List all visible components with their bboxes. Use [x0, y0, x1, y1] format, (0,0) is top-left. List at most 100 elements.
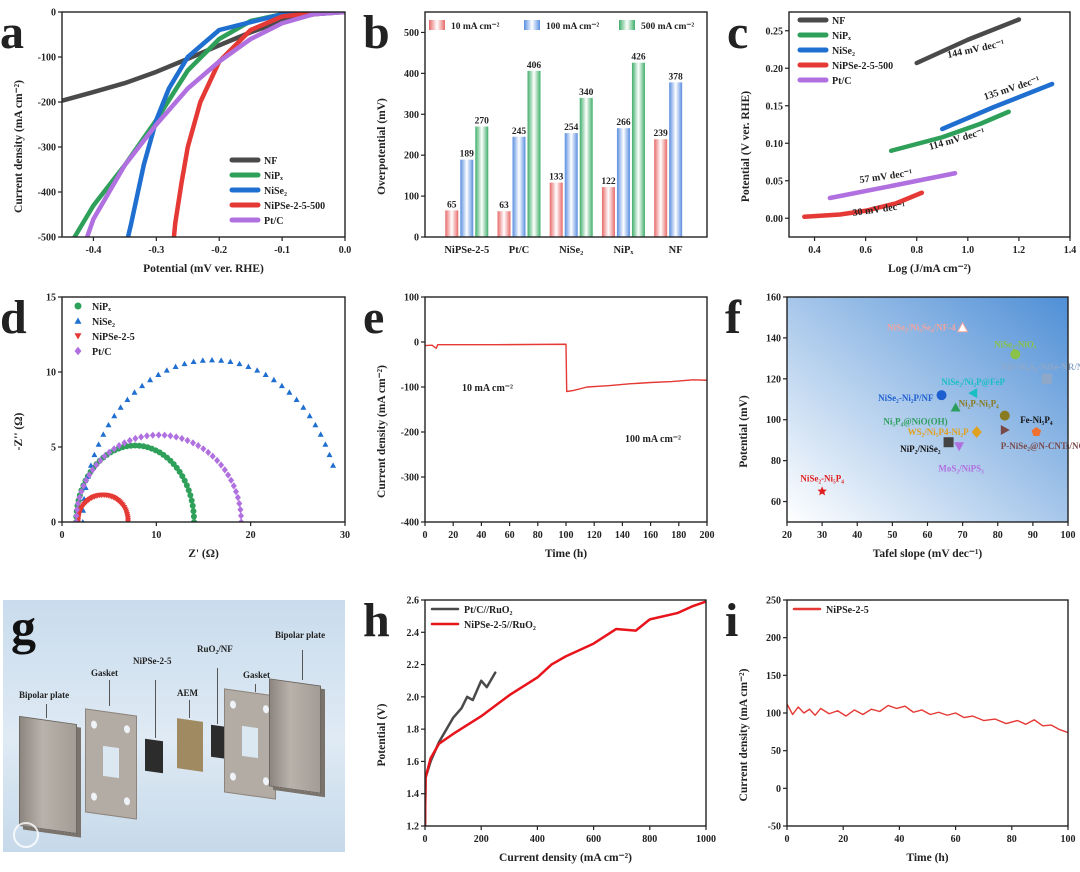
x-tick-label: 80 [993, 530, 1003, 541]
shape-marker [293, 396, 300, 402]
x-tick-label: 1.2 [1013, 245, 1026, 256]
x-tick-label: 60 [951, 834, 961, 845]
x-tick-label: 1.0 [962, 245, 975, 256]
annotation-label: 10 mA cm⁻² [462, 383, 513, 394]
shape-marker [91, 451, 98, 458]
shape-marker [139, 382, 146, 389]
circle-marker [189, 502, 196, 509]
series-line-0 [914, 17, 1022, 66]
x-axis-title: Current density (mA cm⁻²) [499, 852, 632, 864]
panel-d: 0 5 10 15 0 10 20 30 Z' (Ω) -Z'' (Ω) d NiPₓ NiSe₂ NiP… [0, 291, 350, 560]
label-ruo2-nf: RuO₂/NF [197, 644, 233, 654]
y-tick-label: -400 [38, 188, 56, 199]
x-tick-label: -0.4 [86, 245, 102, 256]
x-tick-label: 40 [852, 530, 862, 541]
x-tick-label: 1.4 [1064, 245, 1077, 256]
shape-marker [80, 482, 87, 490]
y-tick-label: 0 [414, 338, 419, 349]
shape-marker [167, 432, 174, 440]
y-tick-label: 0 [776, 784, 781, 795]
shape-marker [230, 482, 237, 490]
bipolar-plate-right [269, 678, 321, 794]
point-label: NiSe₂-Ni₅P₄ [800, 473, 844, 483]
shape-marker [74, 506, 80, 514]
series-line-3 [802, 190, 925, 219]
shape-marker [306, 412, 313, 419]
y-tick-label: 2.0 [407, 692, 420, 703]
y-tick-label: 0.15 [766, 101, 784, 112]
panel-a: -500 -400 -300 -200 -100 0 -0.4 -0.3 -0.2 -0.1 0.0… [0, 6, 351, 275]
legend-swatch [429, 20, 445, 30]
shape-marker [326, 451, 333, 458]
shape-marker [126, 436, 133, 445]
x-tick-label: -0.3 [148, 245, 164, 256]
panel-letter: e [363, 291, 384, 344]
x-tick-label: 30 [817, 530, 827, 541]
y-tick-label: 60 [771, 497, 781, 508]
bar-value-label: 340 [579, 88, 594, 98]
x-tick-label: 60 [505, 530, 515, 541]
y-tick-label: 50 [771, 746, 781, 757]
point-label: NiSe₂/Ni₃Se₄/NF-4 [887, 323, 956, 333]
bar [579, 97, 593, 237]
point-label: NiSe₂-Ni₂P/NF [878, 393, 934, 403]
legend-label: NF [264, 156, 277, 167]
legend-label: NiPSe-2-5-500 [264, 201, 325, 212]
x-tick-label: 20 [838, 834, 848, 845]
x-tick-label: 140 [615, 530, 630, 541]
plot-frame [788, 11, 1071, 238]
x-tick-label: 20 [448, 530, 458, 541]
y-tick-label: 0 [51, 8, 56, 19]
plot-area [425, 600, 706, 826]
annotation-label: 144 mV dec⁻¹ [946, 38, 1005, 61]
shape-marker [105, 421, 112, 428]
plot-area [817, 321, 1052, 496]
circle-marker [936, 390, 947, 401]
y-tick-label: 1.4 [407, 789, 420, 800]
shape-marker [73, 512, 80, 520]
shape-marker [76, 493, 83, 502]
shape-marker [121, 439, 128, 447]
series-line-1 [888, 109, 1011, 153]
y-tick-label: 0.00 [766, 214, 784, 225]
legend-swatch [619, 20, 635, 30]
plot-background [787, 297, 1068, 522]
legend-label: NiPSe-2-5-500 [832, 61, 893, 72]
shape-marker [89, 466, 96, 474]
shape-marker [322, 441, 329, 447]
y-tick-label: 0 [51, 518, 56, 529]
point-label: MoS₂/NiPS₃ [938, 463, 984, 473]
point-label: NiS-Ni₉S₈-NiSe-NR/NF [1001, 362, 1080, 372]
shape-marker [106, 448, 113, 456]
panel-letter-g: g [11, 600, 36, 655]
point-label: Ni₅P₄@NiO(OH) [883, 416, 947, 426]
y-tick-label: -400 [401, 518, 419, 529]
bar-value-label: 239 [654, 129, 669, 139]
y-tick-label: 100 [404, 192, 419, 203]
panel-letter: h [363, 594, 390, 647]
shape-marker [117, 404, 124, 410]
bipolar-plate-left [19, 715, 77, 835]
legend-label: NiPSe-2-5 [92, 332, 135, 343]
shape-marker [1000, 425, 1010, 435]
watermark-logo [13, 822, 39, 848]
x-tick-label: 100 [559, 530, 574, 541]
bar-value-label: 406 [527, 61, 542, 71]
y-tick-label: -300 [38, 143, 56, 154]
x-tick-label: 40 [476, 530, 486, 541]
shape-marker [817, 486, 827, 496]
shape-marker [138, 433, 145, 441]
y-tick-label: 250 [766, 596, 781, 607]
legend-label: 100 mA cm⁻² [546, 22, 599, 32]
shape-marker [93, 461, 100, 469]
label-gasket-right: Gasket [243, 670, 270, 680]
bar-value-label: 245 [512, 127, 527, 137]
shape-marker [143, 432, 150, 440]
circle-marker [132, 442, 139, 449]
shape-marker [218, 461, 225, 469]
panel-c: 0.00 0.05 0.10 0.15 0.20 0.25 0.4 0.6 0.8 1.0 1.2 1… [727, 6, 1076, 275]
shape-marker [1031, 427, 1042, 436]
shape-marker [173, 433, 180, 441]
y-tick-label: 200 [766, 633, 781, 644]
